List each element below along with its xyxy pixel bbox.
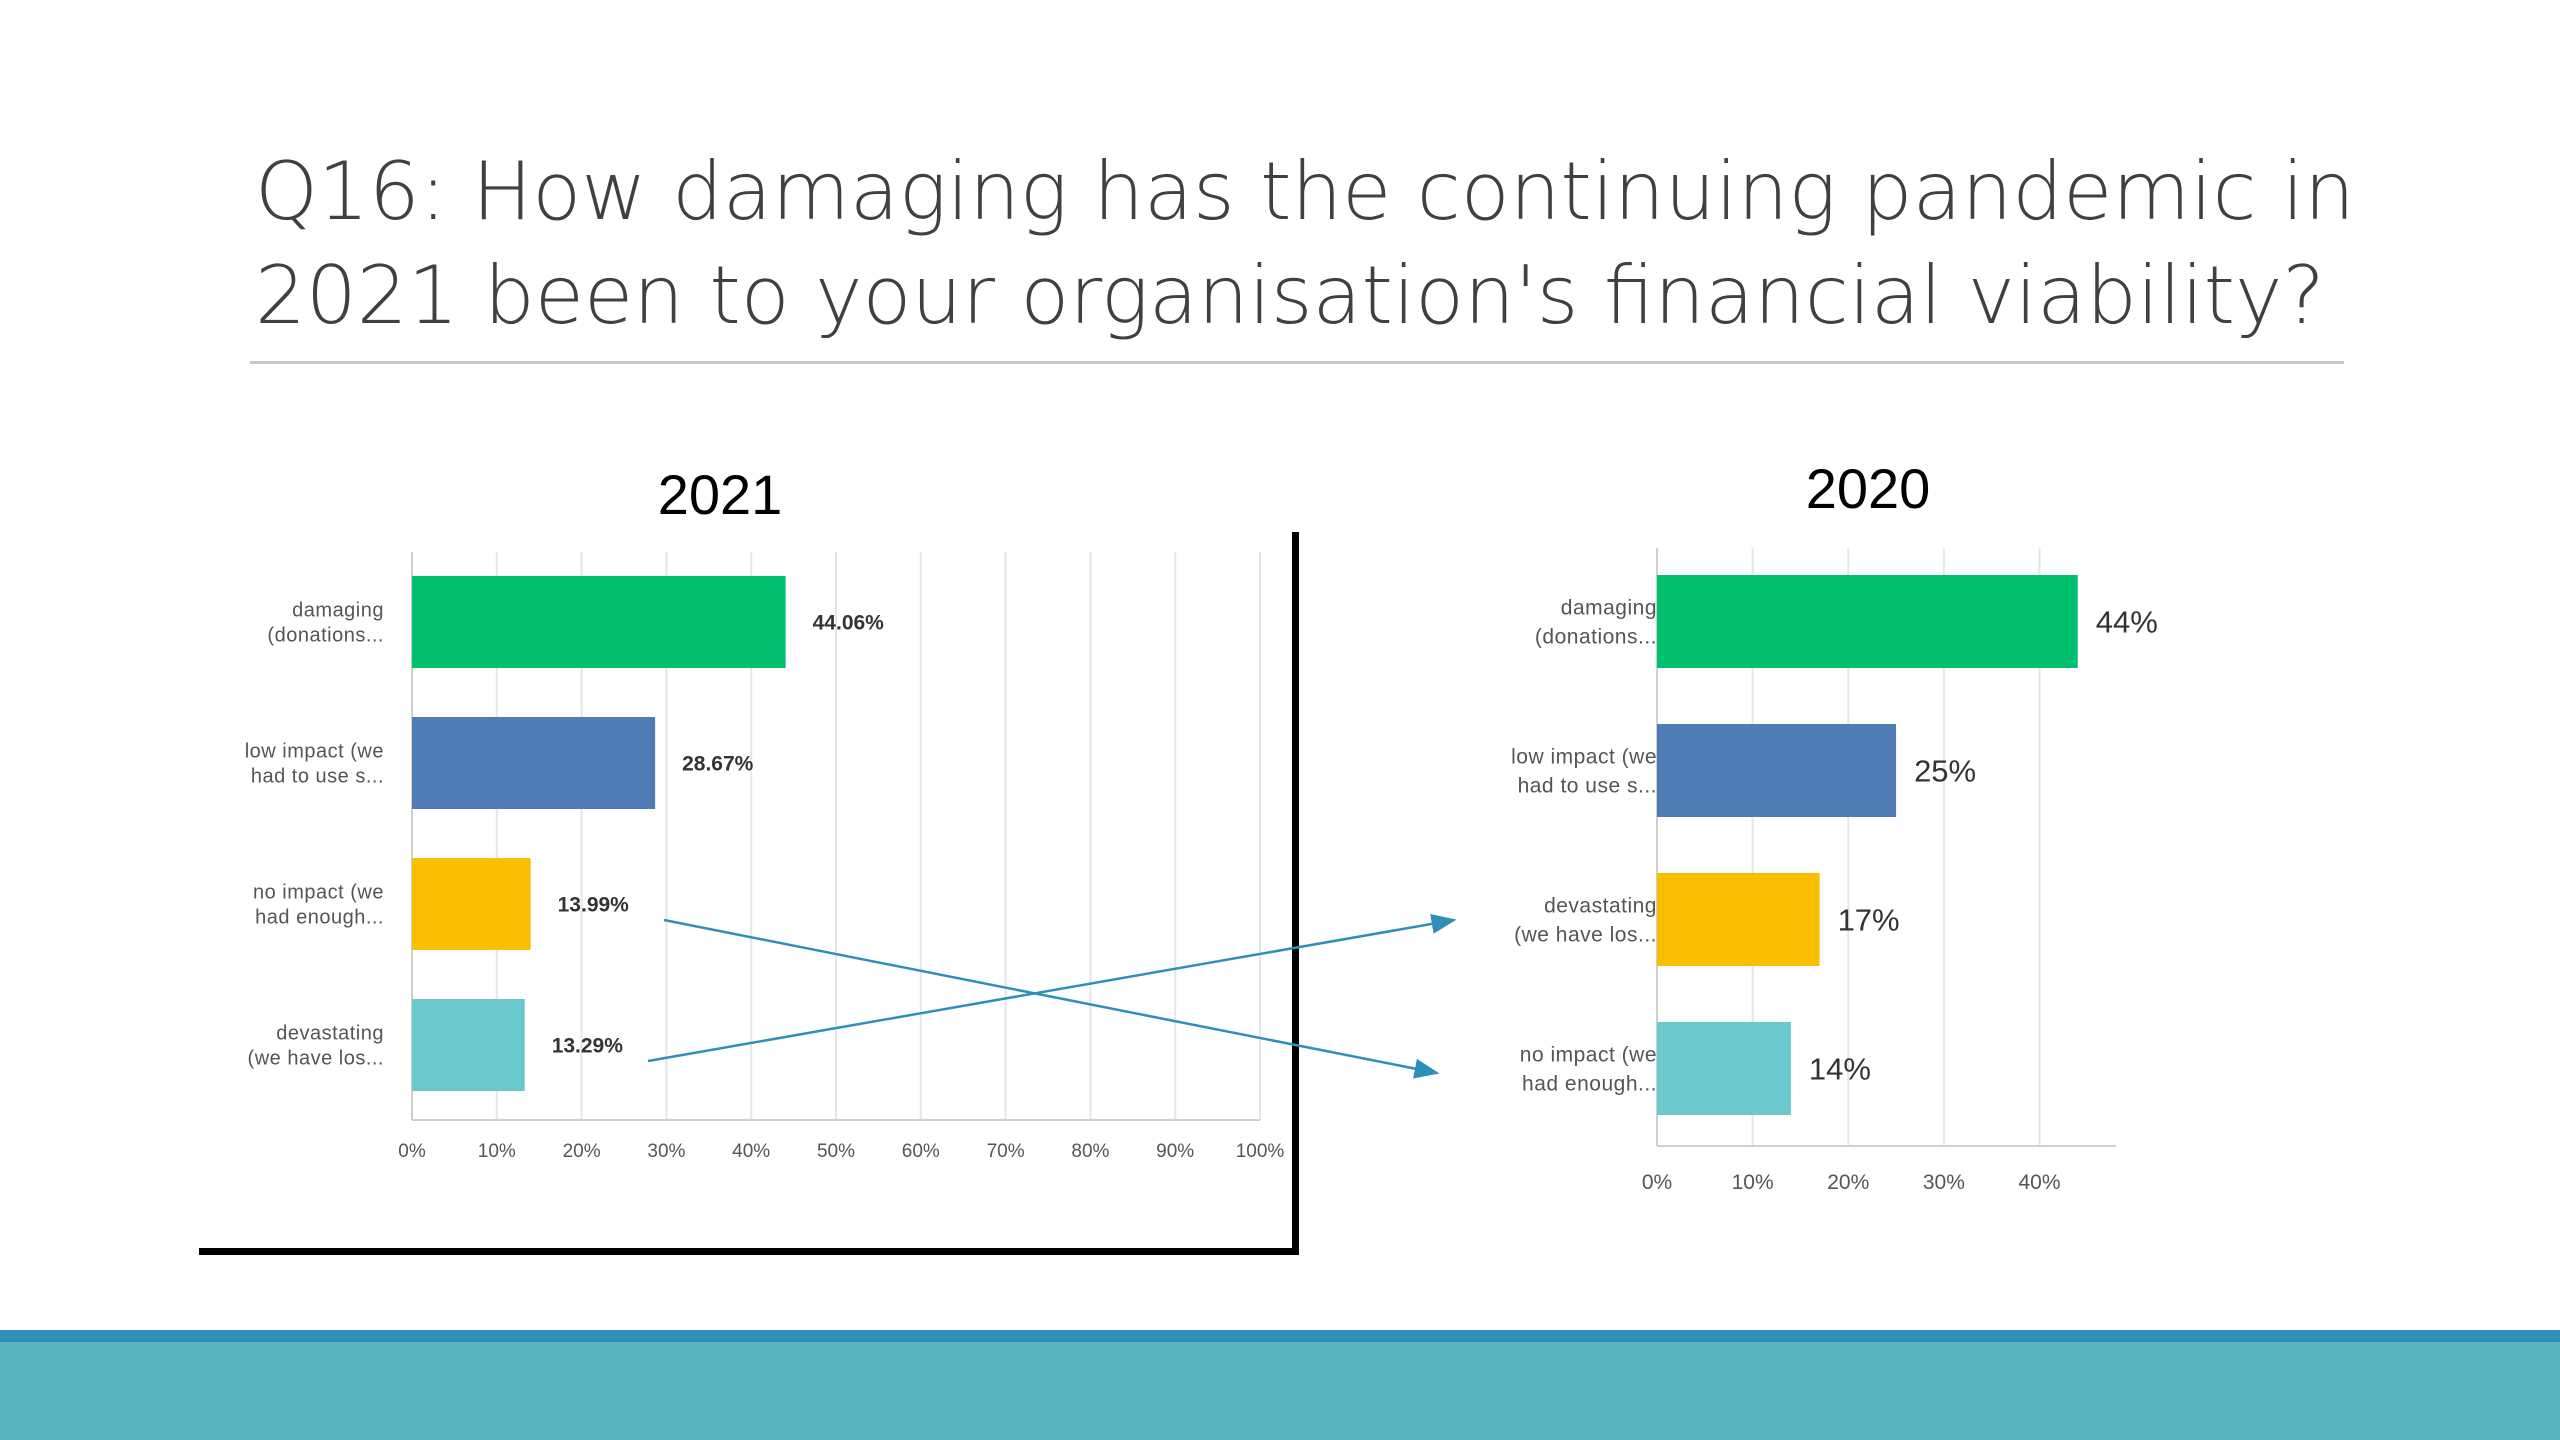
chart-2020-bar: [1657, 724, 1897, 817]
chart-frame-right-border: [1292, 532, 1299, 1254]
chart-2021-tick-label: 50%: [817, 1141, 855, 1162]
chart-2021-bar: [412, 717, 656, 809]
chart-2021-bar: [412, 999, 525, 1091]
chart-2021-data-label: 44.06%: [813, 611, 885, 634]
chart-2020-data-label: 44%: [2096, 604, 2158, 639]
chart-2021-category-label: had enough...: [255, 907, 384, 929]
chart-2021-tick-label: 70%: [987, 1141, 1025, 1162]
chart-2020-category-label: devastating: [1544, 894, 1657, 917]
chart-2021-data-label: 28.67%: [682, 752, 754, 775]
chart-2021-category-label: damaging: [292, 600, 384, 622]
chart-2021-data-label: 13.29%: [552, 1034, 624, 1057]
footer-band: [0, 1342, 2560, 1440]
chart-2021-category-label: (we have los...: [248, 1048, 384, 1070]
chart-2021-tick-label: 20%: [563, 1141, 601, 1162]
chart-2021-category-label: low impact (we: [245, 741, 384, 763]
chart-2020-category-label: low impact (we: [1511, 745, 1657, 768]
chart-2021-data-label: 13.99%: [558, 893, 630, 916]
chart-2021-tick-label: 30%: [647, 1141, 685, 1162]
chart-2020-tick-label: 0%: [1642, 1171, 1672, 1194]
chart-2021-category-label: no impact (we: [253, 882, 384, 904]
chart-2020-category-label: no impact (we: [1520, 1043, 1657, 1066]
arrow-devastating: [647, 914, 1457, 1063]
chart-2020: 0% 10% 20% 30% 40% 44% damaging (donations... 25…: [1511, 548, 2158, 1194]
comparison-arrows: [647, 914, 1457, 1079]
title-divider: [250, 361, 2344, 364]
chart-2020-data-label: 25%: [1914, 753, 1976, 788]
chart-2021-category-label: had to use s...: [251, 766, 384, 788]
chart-2021-tick-label: 10%: [478, 1141, 516, 1162]
chart-2021-tick-label: 0%: [398, 1141, 426, 1162]
chart-2020-bar: [1657, 873, 1820, 966]
chart-2020-category-label: (we have los...: [1514, 923, 1657, 946]
chart-2020-tick-label: 40%: [2018, 1171, 2060, 1194]
chart-2020-category-label: damaging: [1561, 596, 1657, 619]
chart-2021-category-label: (donations...: [267, 625, 384, 647]
chart-frame-bottom-border: [199, 1248, 1299, 1255]
chart-2020-tick-label: 10%: [1732, 1171, 1774, 1194]
chart-2020-tick-label: 30%: [1923, 1171, 1965, 1194]
slide-title-line-1: Q16: How damaging has the continuing pan…: [255, 145, 2355, 238]
chart-2020-tick-label: 20%: [1827, 1171, 1869, 1194]
chart-2020-category-label: had to use s...: [1518, 774, 1657, 797]
chart-2021-bar: [412, 576, 786, 668]
chart-2021-tick-label: 100%: [1236, 1141, 1285, 1162]
chart-2021-tick-label: 90%: [1156, 1141, 1194, 1162]
chart-2021-tick-label: 80%: [1071, 1141, 1109, 1162]
chart-2021-bar: [412, 858, 531, 950]
chart-2021-tick-label: 40%: [732, 1141, 770, 1162]
chart-2021-category-label: devastating: [276, 1023, 384, 1045]
slide-title-line-2: 2021 been to your organisation's financi…: [255, 249, 2325, 342]
slide-title: Q16: How damaging has the continuing pan…: [255, 140, 2355, 348]
footer-accent-line: [0, 1330, 2560, 1342]
chart-2020-bar: [1657, 1022, 1791, 1115]
chart-2021-tick-label: 60%: [902, 1141, 940, 1162]
chart-2020-title: 2020: [1805, 457, 1931, 520]
chart-2020-data-label: 17%: [1838, 902, 1900, 937]
chart-2021-title: 2021: [657, 463, 783, 526]
chart-2020-bar: [1657, 575, 2078, 668]
chart-2020-category-label: had enough...: [1522, 1072, 1657, 1095]
chart-2020-category-label: (donations...: [1535, 625, 1657, 648]
chart-2020-data-label: 14%: [1809, 1051, 1871, 1086]
chart-2021: 0% 10% 20% 30% 40% 50% 60% 70% 80% 90% 100% 44.06% d…: [245, 552, 1285, 1162]
arrow-no-impact: [663, 918, 1440, 1079]
